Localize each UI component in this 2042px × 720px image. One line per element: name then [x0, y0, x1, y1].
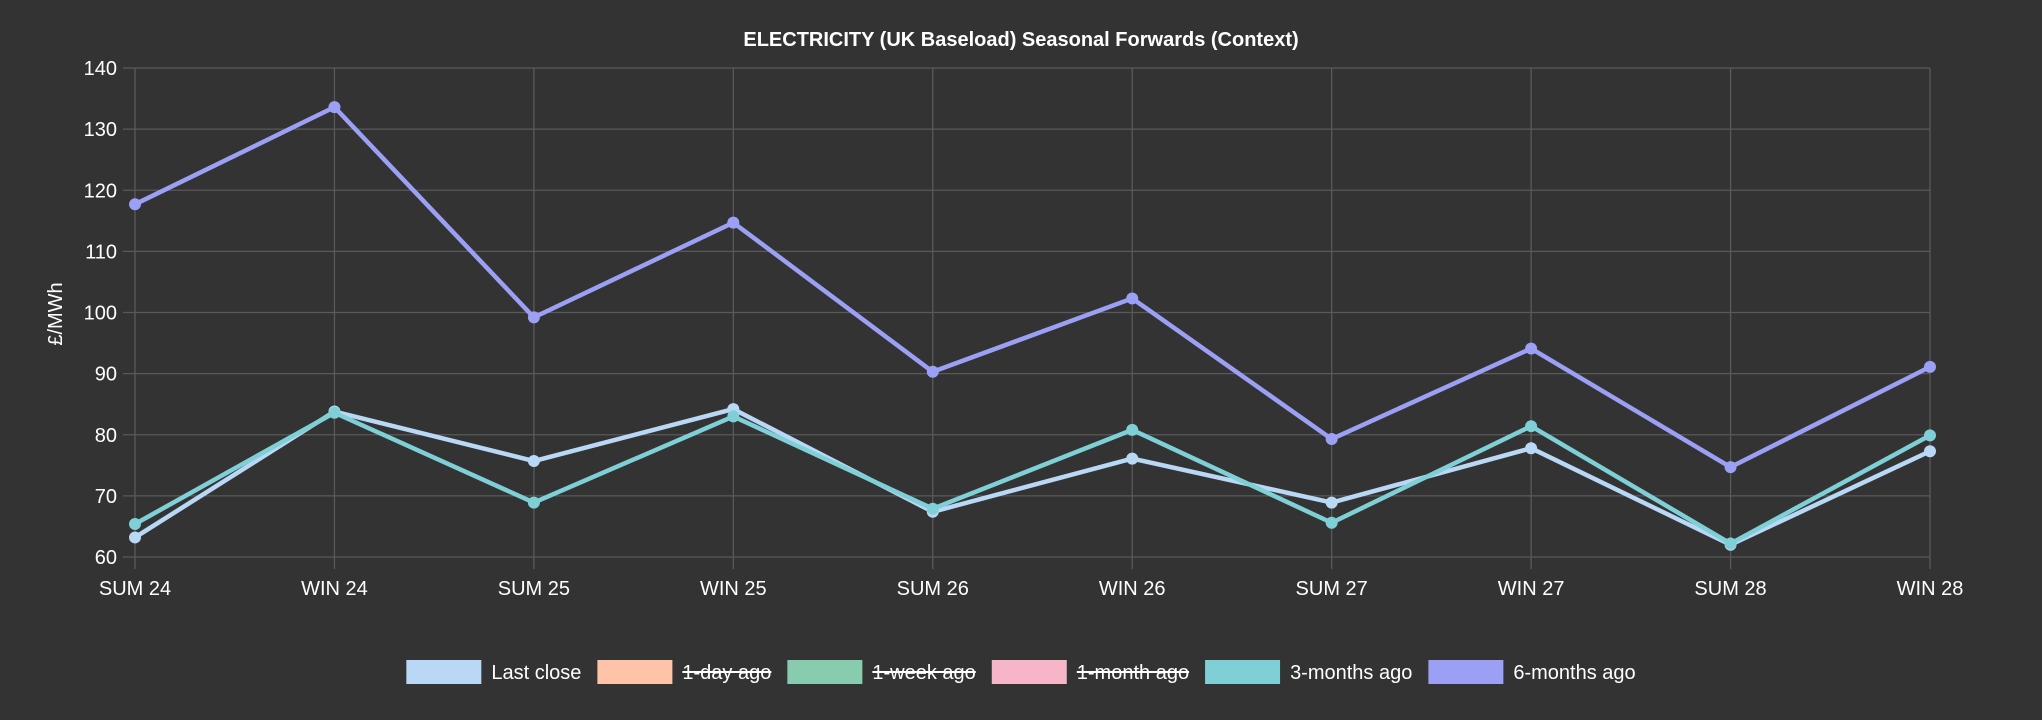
x-tick-label: WIN 27 — [1498, 578, 1565, 600]
x-axis-ticks: SUM 24 WIN 24 SUM 25 WIN 25 SUM 26 WIN 26 SUM … — [99, 578, 1963, 600]
data-point[interactable] — [926, 502, 939, 515]
data-point[interactable] — [1525, 442, 1538, 455]
data-point[interactable] — [1724, 537, 1737, 550]
legend-item-last-close[interactable]: Last close — [406, 660, 581, 684]
y-tick-label: 120 — [84, 180, 117, 202]
legend-label: Last close — [491, 662, 581, 684]
y-tick-label: 130 — [84, 119, 117, 141]
data-point[interactable] — [1126, 423, 1139, 436]
series-line — [133, 410, 1932, 546]
legend-swatch — [1428, 660, 1504, 684]
legend-swatch — [1205, 660, 1281, 684]
y-tick-label: 100 — [84, 303, 117, 325]
data-point[interactable] — [1724, 461, 1737, 474]
data-point[interactable] — [1924, 445, 1936, 458]
data-point[interactable] — [1325, 516, 1338, 529]
data-point[interactable] — [1525, 420, 1538, 433]
legend-item-6-months-ago[interactable]: 6-months ago — [1428, 660, 1636, 684]
data-point[interactable] — [1924, 360, 1936, 373]
legend: Last close 1-day ago 1-week ago 1-month ago… — [406, 660, 1636, 684]
data-point[interactable] — [129, 517, 141, 530]
series-line — [134, 104, 1932, 470]
data-point[interactable] — [328, 101, 341, 114]
legend-swatch — [787, 660, 863, 684]
x-tick-label: WIN 26 — [1099, 578, 1166, 600]
y-tick-label: 90 — [95, 364, 117, 386]
data-point[interactable] — [527, 311, 540, 324]
data-point[interactable] — [926, 365, 939, 378]
data-point[interactable] — [1525, 342, 1538, 355]
chart-title: ELECTRICITY (UK Baseload) Seasonal Forwa… — [743, 29, 1298, 51]
x-tick-label: SUM 25 — [498, 578, 570, 600]
data-point[interactable] — [1325, 496, 1338, 509]
y-tick-label: 80 — [95, 425, 117, 447]
y-axis-label: £/MWh — [45, 282, 67, 345]
data-point[interactable] — [527, 496, 540, 509]
x-tick-label: SUM 27 — [1296, 578, 1368, 600]
legend-label: 3-months ago — [1290, 662, 1412, 684]
data-point[interactable] — [1325, 433, 1338, 446]
series-line — [133, 406, 1931, 548]
y-tick-label: 140 — [84, 58, 117, 80]
legend-swatch — [991, 660, 1067, 684]
y-tick-label: 70 — [95, 486, 117, 508]
legend-item-3-months-ago[interactable]: 3-months ago — [1205, 660, 1412, 684]
data-point[interactable] — [1924, 429, 1936, 442]
grid — [123, 67, 1931, 569]
legend-item-1-week-ago[interactable]: 1-week ago — [787, 660, 976, 684]
legend-swatch — [597, 660, 673, 684]
x-tick-label: SUM 28 — [1694, 578, 1766, 600]
legend-label: 6-months ago — [1513, 662, 1635, 684]
series-6-months-ago — [129, 101, 1936, 474]
y-tick-label: 60 — [95, 547, 117, 569]
x-tick-label: SUM 26 — [897, 578, 969, 600]
x-tick-label: WIN 25 — [700, 578, 767, 600]
x-tick-label: WIN 24 — [301, 578, 368, 600]
y-axis-ticks: 60 70 80 90 100 110 120 130 140 — [84, 58, 117, 569]
data-point[interactable] — [727, 216, 740, 229]
data-point[interactable] — [129, 198, 141, 211]
data-point[interactable] — [328, 406, 341, 419]
data-point[interactable] — [1126, 452, 1139, 465]
series — [129, 101, 1936, 551]
legend-item-1-day-ago[interactable]: 1-day ago — [597, 660, 772, 684]
data-point[interactable] — [129, 531, 141, 544]
legend-swatch — [406, 660, 482, 684]
data-point[interactable] — [727, 410, 740, 423]
series-3-months-ago — [129, 406, 1936, 550]
data-point[interactable] — [527, 455, 540, 468]
x-tick-label: SUM 24 — [99, 578, 171, 600]
x-tick-label: WIN 28 — [1897, 578, 1964, 600]
data-point[interactable] — [1126, 292, 1139, 305]
series-last-close — [129, 403, 1936, 551]
legend-item-1-month-ago[interactable]: 1-month ago — [991, 660, 1190, 684]
y-tick-label: 110 — [85, 241, 117, 263]
